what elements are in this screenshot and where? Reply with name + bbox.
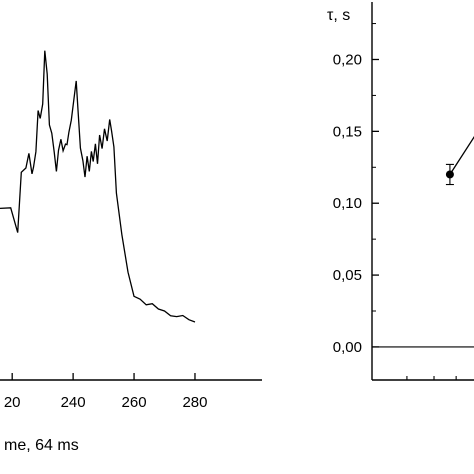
left-x-tick-label: 280: [182, 394, 207, 411]
right-y-ticks: [372, 23, 379, 348]
right-data-point: [445, 170, 454, 179]
left-x-tick-label: 240: [61, 394, 86, 411]
right-y-tick-label: 0,15: [333, 123, 362, 140]
right-series-line: [449, 135, 474, 175]
left-panel: 20 240 260 280 me, 64 ms: [0, 50, 262, 454]
right-series: [445, 135, 474, 186]
right-y-tick-labels: 0,00 0,05 0,10 0,15 0,20: [333, 51, 362, 355]
right-y-tick-label: 0,05: [333, 267, 362, 284]
left-x-tick-label: 260: [122, 394, 147, 411]
right-y-axis-title: τ, s: [327, 7, 350, 24]
right-y-tick-label: 0,10: [333, 195, 362, 212]
left-x-tick-labels: 20 240 260 280: [4, 394, 208, 411]
left-x-axis-title: me, 64 ms: [4, 437, 79, 454]
right-y-tick-label: 0,20: [333, 51, 362, 68]
right-panel: 0,000,050,100,150,20 10 τ, s: [327, 2, 474, 381]
right-y-tick-label: 0,00: [333, 339, 362, 356]
left-x-tick-label: 20: [4, 394, 21, 411]
left-x-ticks: [11, 373, 196, 380]
right-x-minor-ticks: [406, 376, 457, 380]
left-series-line: [0, 50, 196, 323]
